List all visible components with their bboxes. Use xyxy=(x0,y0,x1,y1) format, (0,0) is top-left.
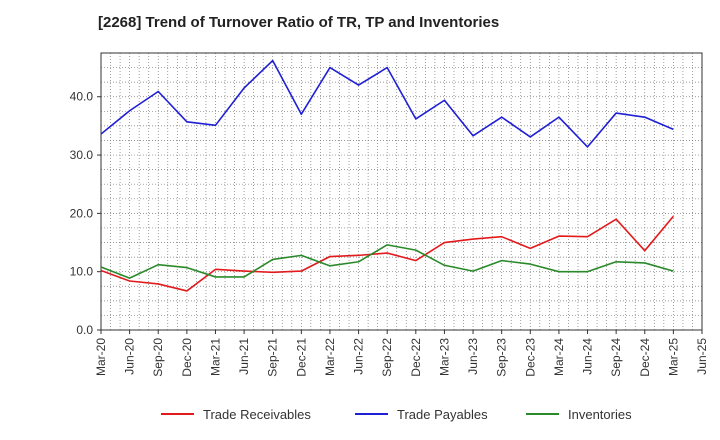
legend-label: Inventories xyxy=(568,407,632,422)
y-tick-label: 40.0 xyxy=(70,90,94,104)
x-tick-label: Jun-23 xyxy=(466,338,480,375)
x-tick-label: Sep-22 xyxy=(380,338,394,377)
x-tick-label: Sep-21 xyxy=(266,338,280,377)
x-tick-label: Mar-21 xyxy=(208,338,222,376)
legend-label: Trade Payables xyxy=(397,407,488,422)
x-tick-label: Dec-24 xyxy=(638,338,652,377)
x-tick-label: Mar-23 xyxy=(437,338,451,376)
series-line-trade-receivables xyxy=(100,215,674,292)
x-tick-label: Mar-25 xyxy=(666,338,680,376)
y-tick-label: 0.0 xyxy=(76,323,93,337)
x-tick-label: Dec-20 xyxy=(180,338,194,377)
x-tick-label: Jun-24 xyxy=(581,338,595,375)
x-tick-label: Jun-22 xyxy=(352,338,366,375)
y-tick-label: 20.0 xyxy=(70,206,94,220)
chart-title: [2268] Trend of Turnover Ratio of TR, TP… xyxy=(98,14,500,31)
x-tick-label: Mar-20 xyxy=(94,338,108,376)
x-tick-label: Jun-20 xyxy=(123,338,137,375)
x-tick-label: Jun-21 xyxy=(237,338,251,375)
y-tick-label: 10.0 xyxy=(70,265,94,279)
x-tick-label: Jun-25 xyxy=(695,338,709,375)
x-tick-label: Dec-21 xyxy=(294,338,308,377)
plot-border xyxy=(100,52,703,331)
plot-area xyxy=(101,53,702,330)
series-line-inventories xyxy=(100,244,674,279)
x-tick-label: Mar-24 xyxy=(552,338,566,376)
x-tick-label: Sep-23 xyxy=(495,338,509,377)
x-tick-label: Sep-24 xyxy=(609,338,623,377)
legend-label: Trade Receivables xyxy=(203,407,311,422)
x-tick-label: Sep-20 xyxy=(151,338,165,377)
x-tick-label: Dec-22 xyxy=(409,338,423,377)
x-tick-label: Mar-22 xyxy=(323,338,337,376)
series-line-trade-payables xyxy=(100,59,674,148)
y-tick-label: 30.0 xyxy=(70,148,94,162)
x-tick-label: Dec-23 xyxy=(523,338,537,377)
vertical-gridlines xyxy=(100,53,703,330)
